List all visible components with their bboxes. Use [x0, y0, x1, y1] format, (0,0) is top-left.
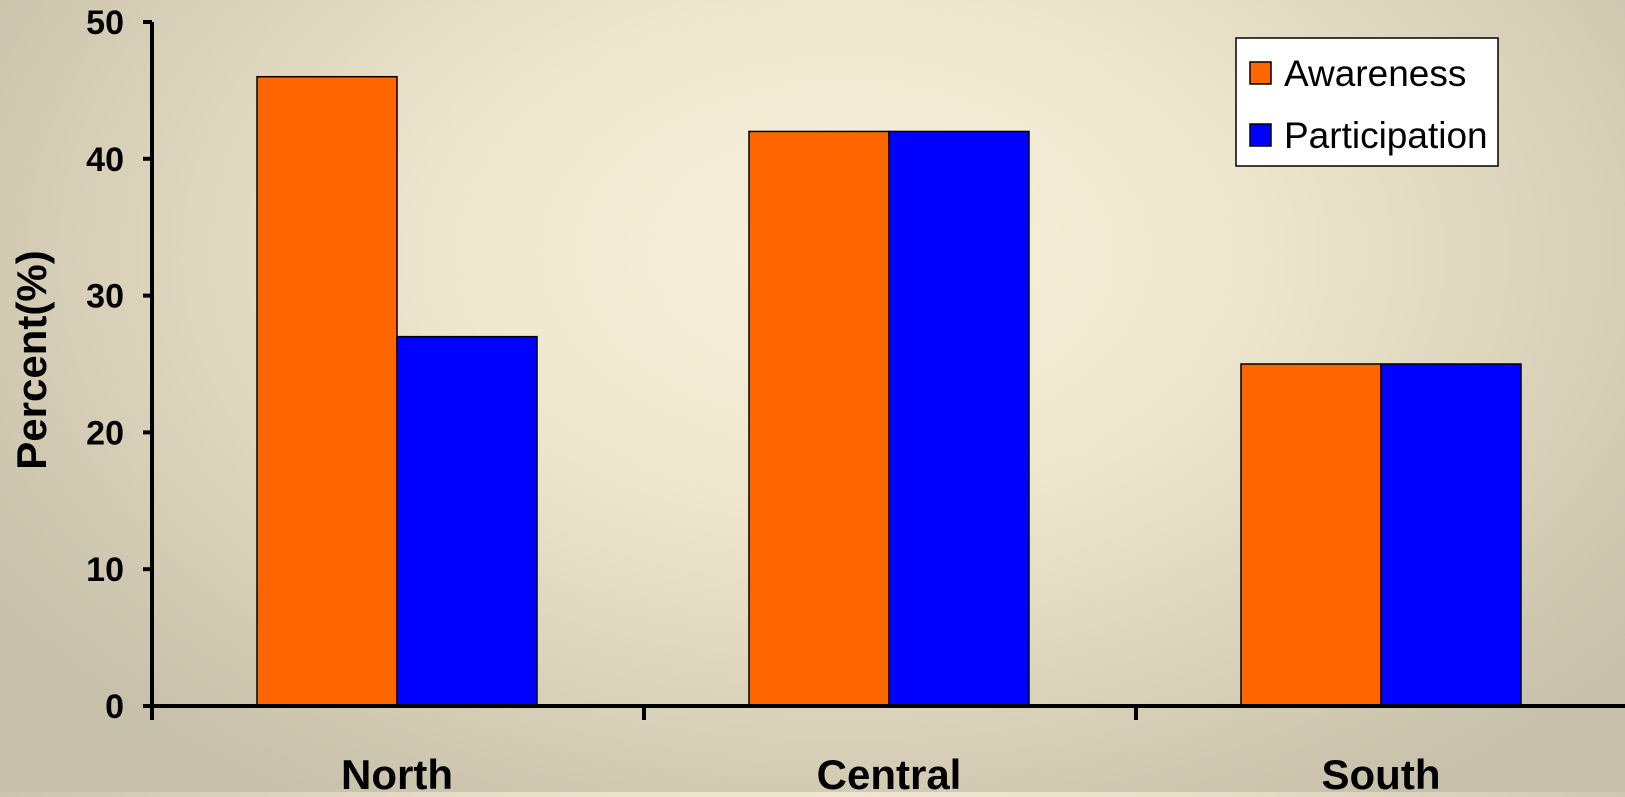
axis-ticks: 0 10 20 30 40 50 North Central South [86, 4, 1441, 797]
y-tick-label: 30 [86, 278, 124, 316]
bar-participation-central [888, 130, 1030, 707]
bars [256, 75, 1522, 707]
axes [150, 22, 1625, 720]
bar-awareness-north [256, 75, 398, 707]
y-axis-title: Percent(%) [8, 250, 55, 469]
x-tick-label-north: North [341, 751, 453, 792]
legend-swatch-participation [1249, 123, 1272, 147]
y-tick-label: 50 [86, 4, 124, 42]
legend-label-participation: Participation [1284, 115, 1488, 156]
legend-swatch-awareness [1249, 61, 1272, 85]
x-tick-label-central: Central [817, 751, 962, 792]
y-tick-label: 10 [86, 551, 124, 589]
bar-awareness-central [748, 130, 890, 707]
x-tick-label-south: South [1322, 751, 1441, 792]
y-tick-label: 40 [86, 141, 124, 179]
legend-box [1235, 37, 1499, 167]
legend-label-awareness: Awareness [1284, 53, 1466, 94]
y-tick-label: 20 [86, 414, 124, 452]
bar-awareness-south [1240, 363, 1382, 707]
bar-participation-north [396, 335, 538, 707]
legend: Awareness Participation [1235, 37, 1499, 167]
bar-participation-south [1380, 363, 1522, 707]
y-tick-label: 0 [105, 688, 124, 726]
